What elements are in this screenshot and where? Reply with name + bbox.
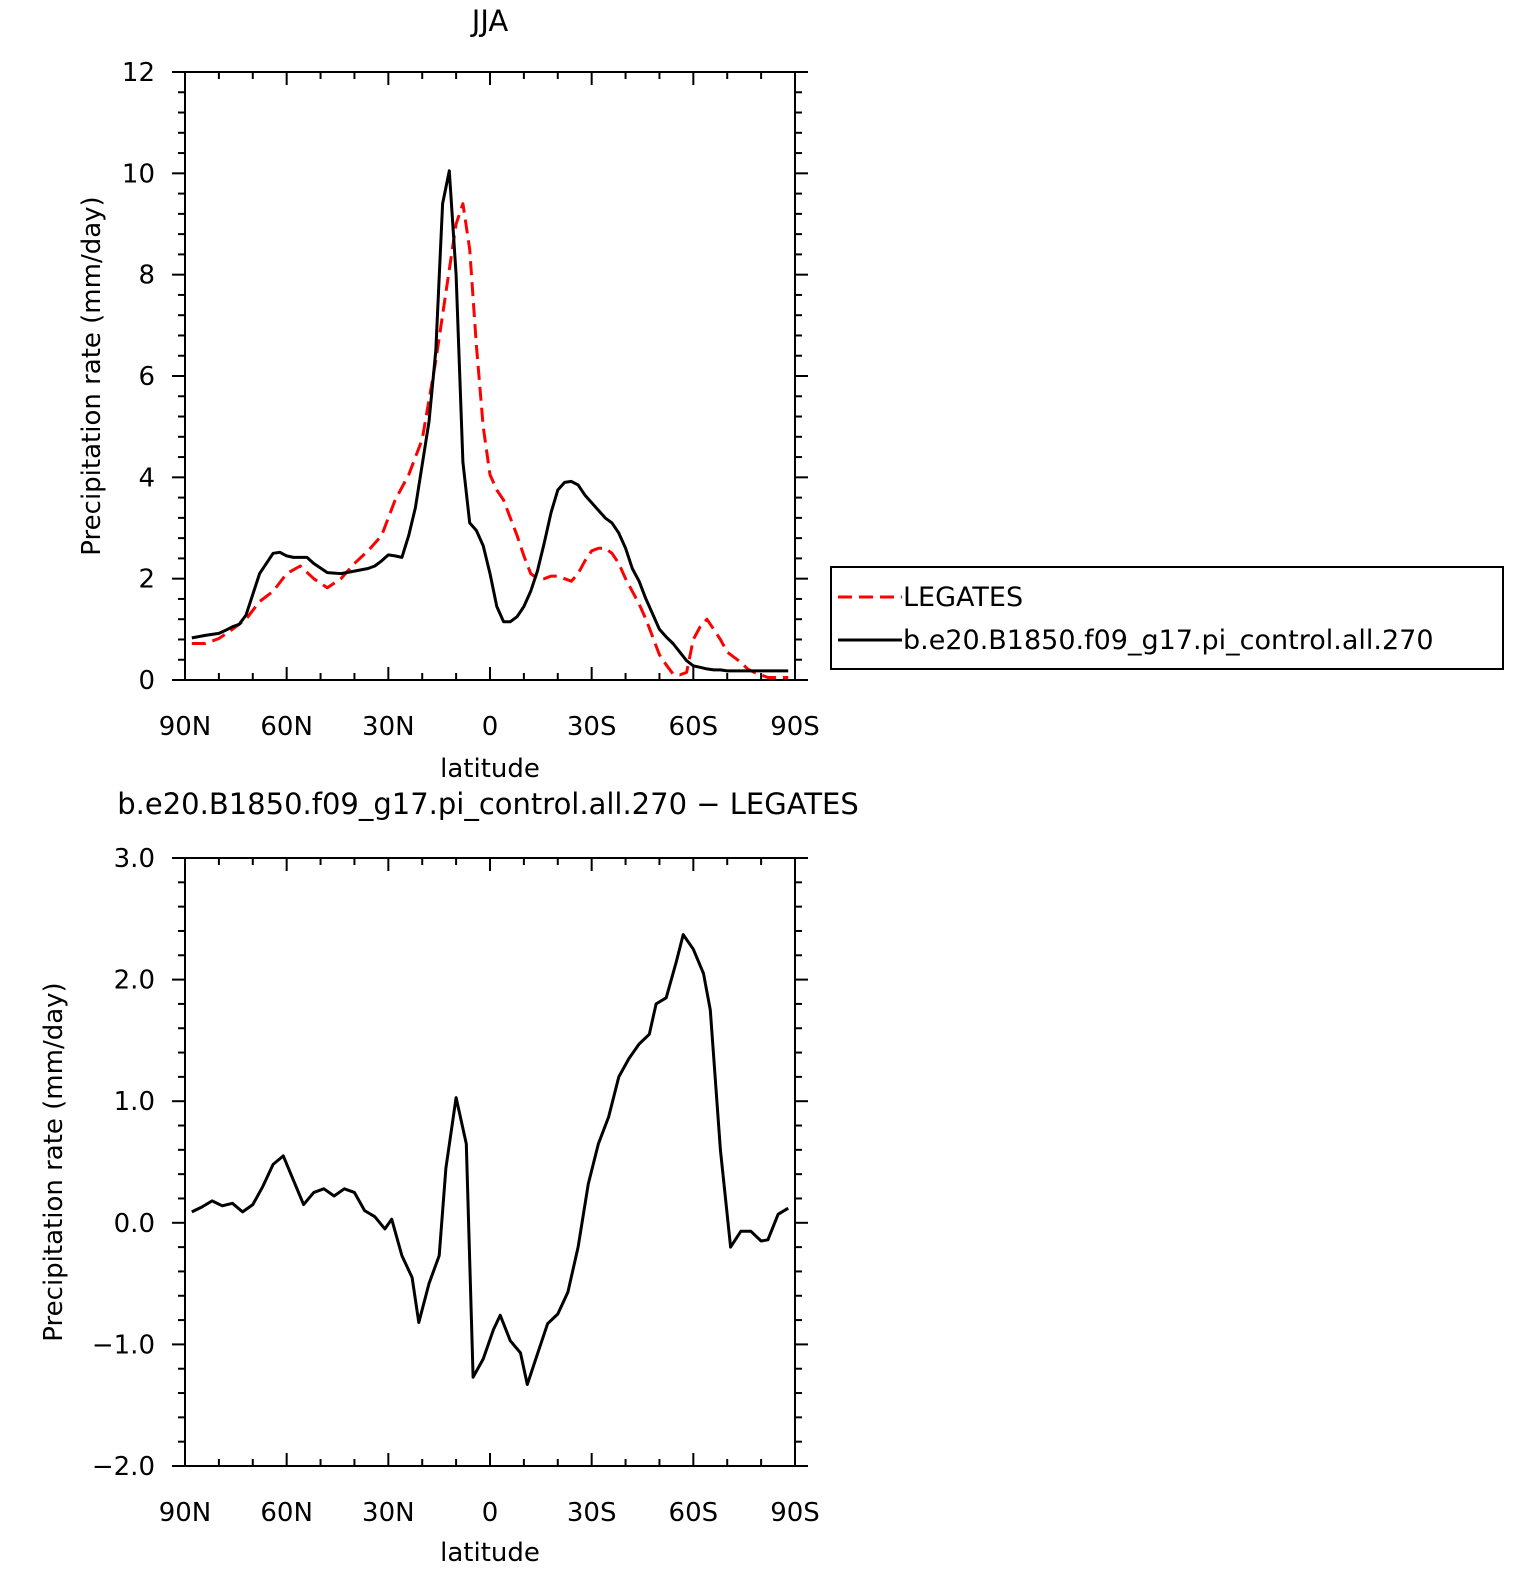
bottom-y-tick-label: 0.0 (114, 1209, 155, 1239)
legend-label-legates: LEGATES (903, 582, 1023, 613)
top-y-tick-label: 12 (122, 58, 155, 88)
bottom-x-axis-label: latitude (440, 1538, 540, 1568)
top-y-tick-label: 0 (138, 666, 155, 696)
bottom-x-tick-label: 0 (482, 1498, 499, 1528)
bottom-x-tick-label: 30N (362, 1498, 415, 1528)
bottom-axes: −2.0 −1.0 0.0 1.0 2.0 3.0 90N 60N 30N 0 30S 60S 90S (92, 844, 820, 1528)
top-series-legates-line (191, 202, 789, 679)
top-y-tick-label: 2 (138, 565, 155, 595)
bottom-y-tick-label: 2.0 (114, 966, 155, 996)
top-x-tick-label: 30N (362, 712, 415, 742)
legend-box (830, 566, 1504, 670)
bottom-series-difference-line (191, 933, 789, 1386)
legend: LEGATES b.e20.B1850.f09_g17.pi_control.a… (830, 566, 1504, 670)
bottom-x-tick-label: 30S (567, 1498, 617, 1528)
bottom-x-tick-label: 90N (159, 1498, 212, 1528)
top-y-tick-label: 4 (138, 463, 155, 493)
top-y-axis-label: Precipitation rate (mm/day) (77, 196, 107, 555)
top-x-tick-label: 90N (159, 712, 212, 742)
bottom-y-axis-label: Precipitation rate (mm/day) (39, 982, 69, 1341)
top-y-tick-label: 10 (122, 159, 155, 189)
bottom-x-tick-label: 90S (770, 1498, 820, 1528)
bottom-panel-title: b.e20.B1850.f09_g17.pi_control.all.270 −… (117, 787, 859, 821)
top-x-tick-label: 0 (482, 712, 499, 742)
bottom-panel: b.e20.B1850.f09_g17.pi_control.all.270 −… (39, 787, 859, 1568)
bottom-x-tick-label: 60S (669, 1498, 719, 1528)
legend-label-model: b.e20.B1850.f09_g17.pi_control.all.270 (903, 625, 1434, 656)
top-x-tick-label: 30S (567, 712, 617, 742)
top-y-tick-label: 6 (138, 362, 155, 392)
top-x-tick-label: 90S (770, 712, 820, 742)
bottom-y-tick-label: −2.0 (92, 1452, 155, 1482)
top-panel-title: JJA (470, 4, 509, 38)
top-series-b-e20-b1850-f09-g17-pi-control-all-270-line (191, 169, 789, 673)
top-plot-frame (184, 71, 796, 681)
top-x-tick-label: 60N (260, 712, 313, 742)
bottom-y-tick-label: −1.0 (92, 1330, 155, 1360)
top-axes: 0 2 4 6 8 10 12 90N 60N 30N 0 30S 60S 90S (122, 58, 820, 742)
bottom-x-tick-label: 60N (260, 1498, 313, 1528)
top-y-tick-label: 8 (138, 261, 155, 291)
top-x-tick-label: 60S (669, 712, 719, 742)
bottom-y-tick-label: 1.0 (114, 1087, 155, 1117)
bottom-y-tick-label: 3.0 (114, 844, 155, 874)
top-x-axis-label: latitude (440, 754, 540, 784)
top-panel: JJA 0 2 4 6 8 10 12 90N 60N 30N 0 30S 60S 90S Precipi… (77, 4, 1504, 784)
